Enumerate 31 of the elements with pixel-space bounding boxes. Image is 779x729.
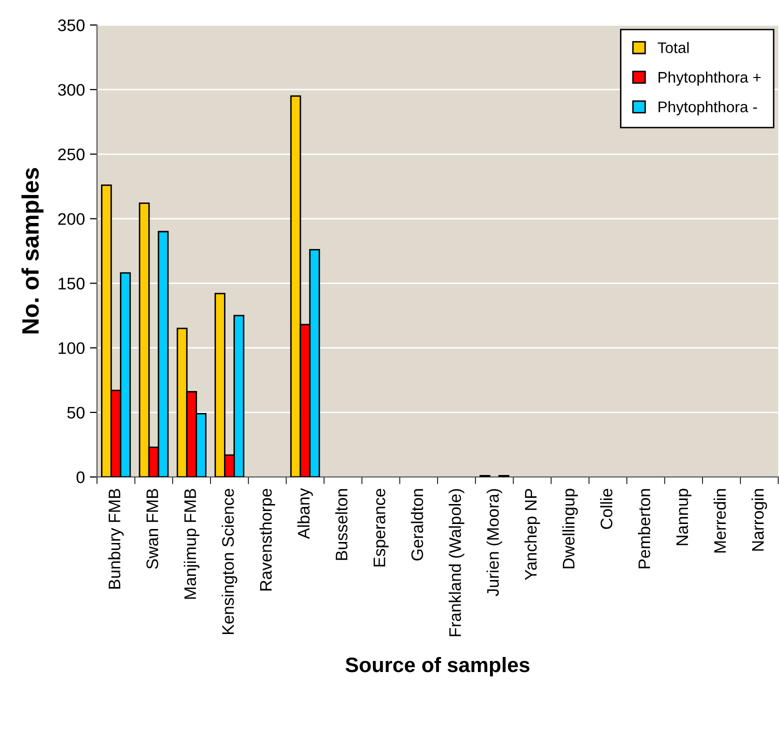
x-tick-label: Busselton	[335, 489, 348, 560]
x-tick-label: Frankland (Walpole)	[448, 489, 464, 636]
y-tick-label: 250	[58, 148, 85, 160]
x-tick-label: Swan FMB	[146, 488, 158, 569]
x-axis-title: Source of samples	[346, 656, 530, 676]
x-tick-label: Narrogin	[752, 489, 768, 551]
x-tick-label: Jurien (Moora)	[486, 489, 502, 596]
x-tick-label: Albany	[297, 488, 313, 540]
x-tick-label: Nannup	[676, 488, 692, 546]
y-tick-label: 350	[58, 19, 85, 32]
x-tick-label: Bunbury FMB	[108, 488, 124, 589]
x-tick-label: Manjimup FMB	[184, 488, 200, 599]
y-tick-label: 50	[67, 406, 85, 419]
x-tick-label: Geraldton	[410, 489, 424, 560]
legend-label: Phytophthora +	[658, 71, 761, 86]
x-tick-label: Dwellingup	[562, 488, 578, 568]
legend-label: Phytophthora -	[658, 101, 757, 116]
y-tick-label: 100	[58, 342, 85, 354]
x-tick-label: Pemberton	[638, 489, 650, 568]
y-tick-label: 300	[58, 84, 85, 96]
y-tick-label: 150	[58, 278, 85, 290]
x-tick-label: Merredin	[714, 489, 726, 552]
y-tick-label: 0	[76, 471, 85, 484]
x-tick-label: Yanchep NP	[524, 488, 540, 580]
legend-label: Total	[658, 42, 689, 54]
y-tick-label: 200	[58, 213, 85, 225]
x-tick-label: Collie	[600, 488, 612, 529]
x-tick-label: Ravensthorpe	[260, 488, 276, 590]
x-tick-label: Kensington Science	[222, 488, 238, 634]
x-tick-label: Esperance	[374, 488, 389, 566]
y-axis-title: No. of samples	[21, 168, 44, 334]
